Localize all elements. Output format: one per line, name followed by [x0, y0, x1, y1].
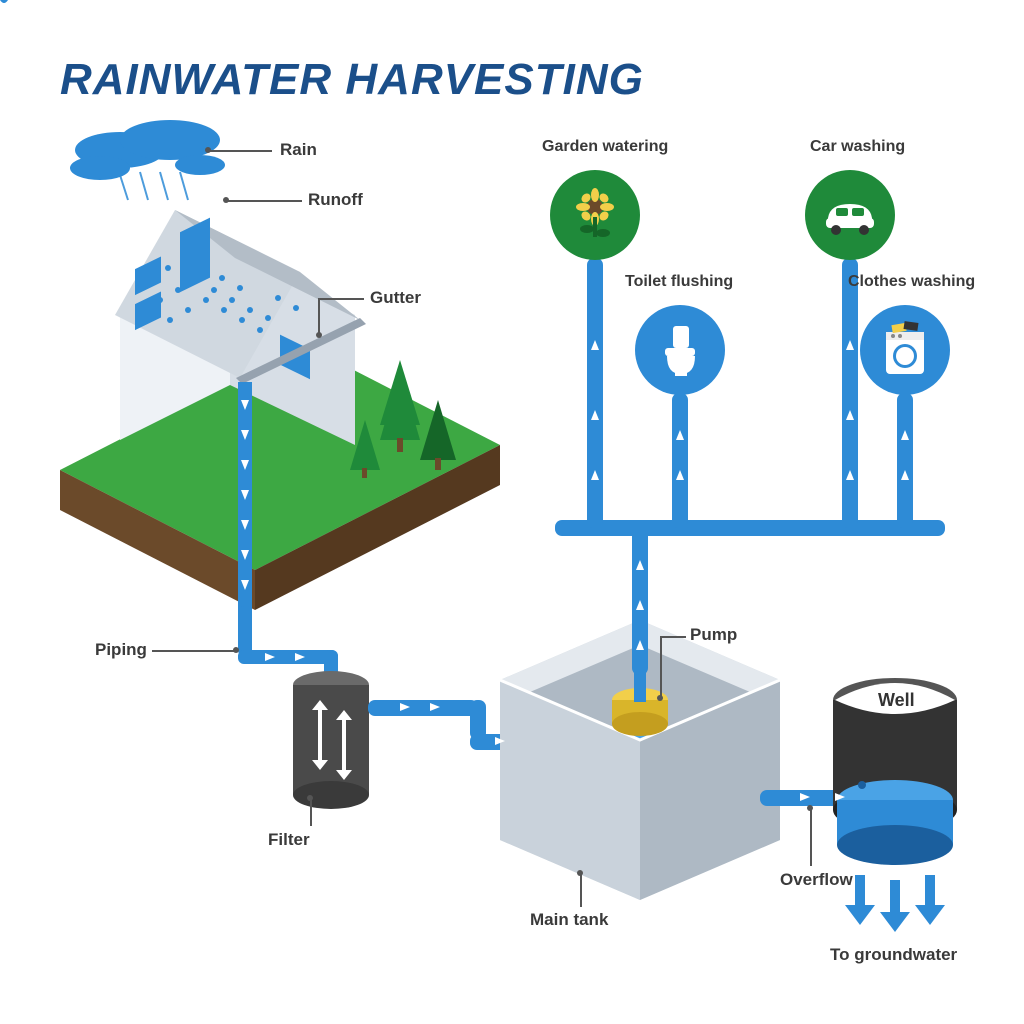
use-label-car: Car washing: [810, 138, 905, 156]
rain-drops: [0, 0, 8, 3]
rain: [120, 172, 188, 200]
use-label-clothes: Clothes washing: [848, 273, 975, 291]
pipe-to-filter: [238, 606, 338, 690]
label-gutter: Gutter: [370, 288, 421, 308]
label-filter: Filter: [268, 830, 310, 850]
use-label-garden: Garden watering: [542, 138, 668, 156]
label-pump: Pump: [690, 625, 737, 645]
roof-drops: [147, 255, 299, 333]
groundwater-arrows: [845, 875, 945, 932]
page-title: RAINWATER HARVESTING: [60, 55, 644, 105]
trees: [350, 360, 456, 478]
label-runoff: Runoff: [308, 190, 363, 210]
pipe-filter-tank: [368, 700, 534, 795]
label-piping: Piping: [95, 640, 147, 660]
label-well: Well: [878, 690, 915, 711]
use-clothes-icon: [860, 305, 950, 395]
use-toilet-icon: [635, 305, 725, 395]
label-groundwater: To groundwater: [830, 945, 957, 965]
use-car-icon: [805, 170, 895, 260]
use-label-toilet: Toilet flushing: [625, 273, 733, 291]
label-rain: Rain: [280, 140, 317, 160]
label-overflow: Overflow: [780, 870, 853, 890]
pipe-arrows: [241, 340, 909, 801]
house: [115, 210, 360, 445]
label-maintank: Main tank: [530, 910, 608, 930]
filter-icon: [293, 671, 369, 809]
ground-slab: [60, 345, 500, 610]
downpipe: [238, 382, 252, 612]
cloud-icon: [70, 120, 225, 180]
use-garden-icon: [550, 170, 640, 260]
pipe-overflow: [760, 740, 884, 806]
gutter-icon: [236, 318, 366, 384]
main-tank: [500, 620, 780, 900]
